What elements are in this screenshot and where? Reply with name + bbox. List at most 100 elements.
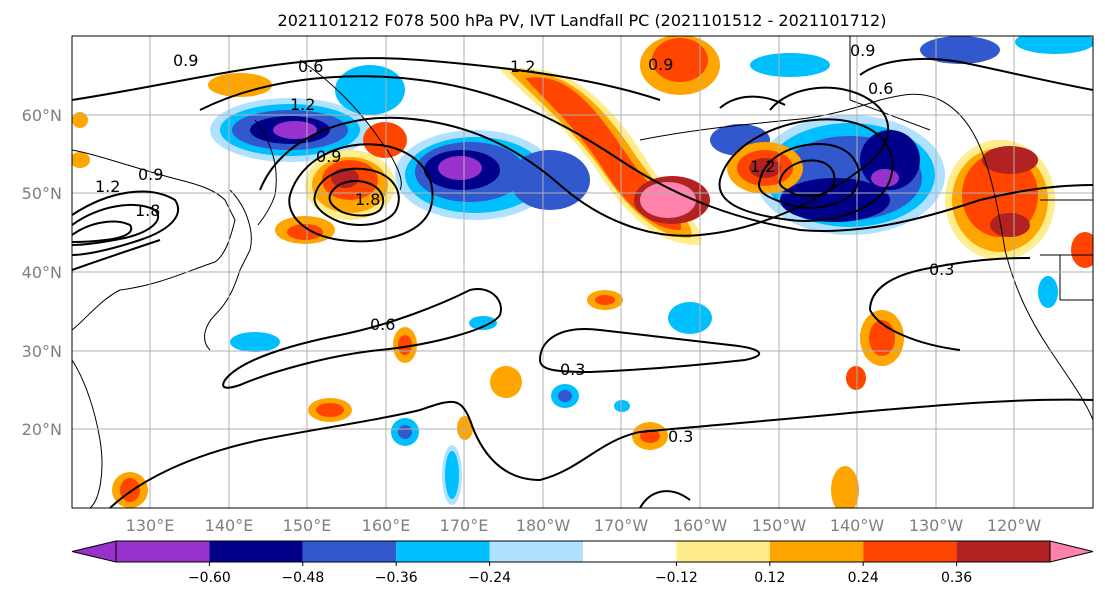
colorbar-segment: [676, 541, 770, 562]
japan-coastline: [204, 189, 252, 351]
pv-shade-positive: [831, 466, 859, 508]
colorbar-tick-label: 0.24: [848, 570, 879, 586]
contour-line: [869, 257, 1031, 311]
pv-shade-negative: [558, 390, 572, 402]
pv-shade-negative: [750, 53, 830, 77]
state-borders: [1040, 199, 1093, 301]
colorbar-tick-label: 0.12: [754, 570, 785, 586]
colorbar-segment: [209, 541, 303, 562]
ivt-contours: [72, 57, 1093, 508]
north-america-coastline: [639, 93, 1093, 421]
contour-line: [72, 220, 133, 243]
lon-label: 140°W: [830, 516, 885, 535]
pv-shade-positive: [72, 152, 90, 168]
pv-shade-negative: [438, 156, 482, 180]
asia-coastline: [72, 149, 236, 331]
lon-label: 160°W: [673, 516, 728, 535]
pv-shade-negative: [398, 425, 412, 439]
colorbar-segment: [489, 541, 583, 562]
asia-south-coastline: [72, 359, 103, 508]
pv-shade-negative: [871, 169, 899, 187]
contour-line: [328, 180, 385, 217]
contour-line: [72, 239, 161, 271]
contour-line: [72, 190, 180, 256]
contour-label: 1.8: [355, 190, 380, 209]
lat-label: 20°N: [22, 420, 62, 439]
contour-label: 1.2: [290, 95, 315, 114]
colorbar-segment: [583, 541, 677, 562]
contour-label: 1.2: [510, 57, 535, 76]
colorbar-extend-high: [1049, 540, 1094, 563]
contour-line: [718, 118, 894, 222]
latitude-labels: 60°N 50°N 40°N 30°N 20°N: [22, 106, 62, 439]
contour-line: [313, 167, 400, 226]
lon-label: 130°E: [126, 516, 175, 535]
contour-label: 0.3: [668, 427, 693, 446]
coastlines: [72, 36, 1093, 508]
lat-label: 40°N: [22, 263, 62, 282]
contour-line: [538, 328, 760, 374]
contour-line: [222, 288, 502, 389]
map-frame: [71, 35, 1094, 509]
contour-line: [719, 95, 786, 109]
pv-shade-negative: [273, 121, 317, 139]
lat-label: 60°N: [22, 106, 62, 125]
longitude-labels: 130°E 140°E 150°E 160°E 170°E 180°W 170°…: [126, 516, 1042, 535]
contour-label: 0.6: [370, 315, 395, 334]
pv-shade-negative: [668, 302, 712, 334]
contour-label: 0.3: [929, 260, 954, 279]
contour-line: [72, 57, 661, 101]
contour-line: [259, 86, 889, 237]
lat-label: 50°N: [22, 184, 62, 203]
pv-shade-positive: [72, 112, 88, 128]
map-panel: 0.9 0.6 1.2 0.9 0.9 0.9 0.6 1.2 0.9 1.2 …: [72, 36, 1093, 508]
kuril-coastline: [254, 119, 277, 226]
lon-label: 170°W: [594, 516, 649, 535]
pv-shade-negative: [469, 316, 497, 330]
pv-shade-positive: [990, 213, 1030, 237]
pv-shade-negative: [1015, 36, 1093, 54]
figure-title: 2021101212 F078 500 hPa PV, IVT Landfall…: [278, 11, 887, 30]
contour-line: [72, 204, 160, 246]
lon-label: 130°W: [909, 516, 964, 535]
pv-shade-negative: [1038, 276, 1058, 308]
colorbar-tick-label: −0.24: [468, 570, 511, 586]
pv-shade-positive: [595, 295, 615, 305]
colorbar-tick-label: −0.60: [188, 570, 231, 586]
lon-label: 180°W: [516, 516, 571, 535]
pv-shade-positive: [208, 73, 272, 97]
pv-shade-positive: [982, 146, 1038, 174]
lon-label: 140°E: [205, 516, 254, 535]
pv-shade-negative: [445, 451, 459, 499]
lon-label: 150°W: [752, 516, 807, 535]
contour-line: [869, 309, 961, 351]
contour-label-group: 0.9 0.6 1.2 0.9 0.9 0.9 0.6 1.2 0.9 1.2 …: [95, 41, 954, 446]
pv-shade-negative: [920, 36, 1000, 64]
pv-shade-positive: [287, 224, 323, 240]
pv-shade-positive: [120, 478, 140, 502]
colorbar-tick-label: −0.12: [655, 570, 698, 586]
colorbar-segment: [769, 541, 864, 562]
contour-label: 0.9: [648, 55, 673, 74]
lon-label: 160°E: [362, 516, 411, 535]
pv-shade-positive: [640, 182, 696, 218]
contour-label: 0.3: [560, 360, 585, 379]
pv-shade-positive: [316, 403, 344, 417]
colorbar-segment: [116, 541, 210, 562]
pv-shade-positive: [331, 168, 359, 188]
pv-shade-positive: [398, 335, 412, 355]
contour-label: 0.9: [173, 51, 198, 70]
contour-line: [757, 143, 860, 209]
pv-shade-negative: [230, 332, 280, 352]
pv-shade-positive: [1071, 232, 1093, 268]
colorbar-frame: [115, 540, 1051, 563]
contour-line: [109, 398, 1093, 508]
colorbar-tick-label: −0.48: [281, 570, 324, 586]
colorbar-segment: [302, 541, 397, 562]
contour-line: [859, 57, 1093, 91]
contour-label: 0.9: [138, 165, 163, 184]
lon-label: 150°E: [283, 516, 332, 535]
colorbar-segment: [863, 541, 957, 562]
colorbar-extend-low: [71, 540, 117, 563]
